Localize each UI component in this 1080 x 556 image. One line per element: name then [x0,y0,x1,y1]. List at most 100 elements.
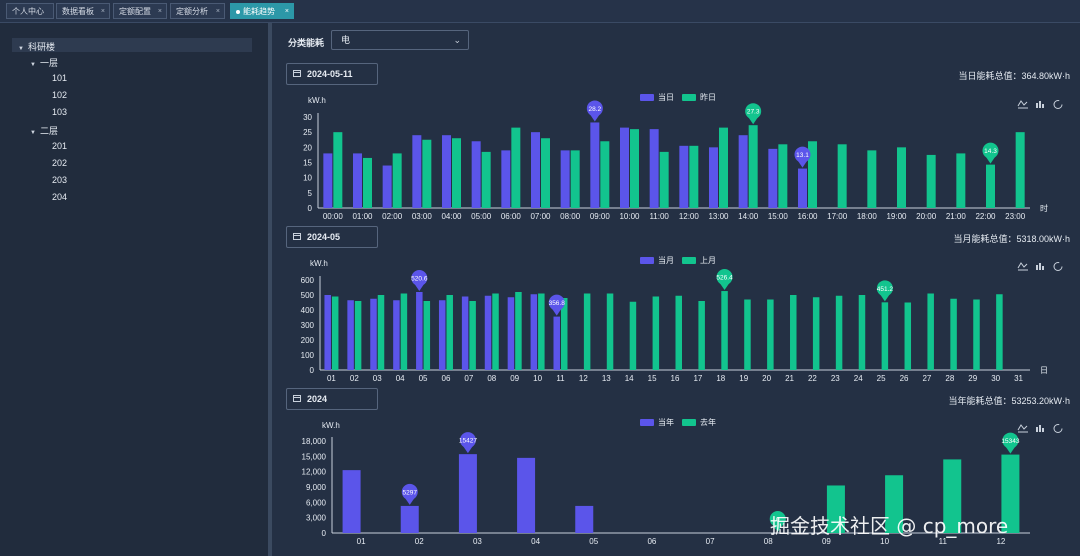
bar-current [400,505,419,533]
x-tick-label: 07 [464,374,473,383]
x-tick-label: 03:00 [412,212,433,221]
tree-node-building[interactable]: ▼ 科研楼 [18,40,55,53]
x-tick-label: 04 [396,374,405,383]
legend-label: 当年 [658,417,674,427]
marker-pin [548,294,565,311]
x-tick-label: 20:00 [916,212,937,221]
tab-bar: 个人中心 数据看板 × 定额配置 × 定额分析 × 能耗趋势 × [0,0,1080,23]
close-icon[interactable]: × [100,8,105,15]
close-icon[interactable]: × [215,8,220,15]
bar-previous [881,302,889,370]
bar-previous [698,301,705,370]
marker-label: 13.1 [796,152,809,159]
caret-down-icon[interactable]: ▼ [30,62,36,68]
x-tick-label: 16:00 [797,212,818,221]
bar-current [412,135,422,208]
caret-down-icon[interactable]: ▼ [30,130,36,136]
marker-pin [794,146,811,163]
date-picker-year[interactable]: 2024 [286,388,378,410]
x-tick-label: 05 [589,537,598,546]
splitter-handle[interactable] [268,23,272,556]
marker-label: 28.2 [589,106,602,113]
tree-root-highlight[interactable] [12,38,252,52]
x-tick-label: 21 [785,374,794,383]
close-icon[interactable]: × [284,8,289,15]
x-tick-label: 12 [996,537,1005,546]
bar-current [738,135,748,208]
bar-current [649,129,659,208]
bar-previous [492,293,499,370]
bar-previous [630,129,639,208]
bar-chart-icon-bar [1042,266,1044,270]
x-tick-label: 26 [900,374,909,383]
bar-previous [570,150,580,208]
bar-chart-icon-bar [1042,428,1044,432]
monthly-total: 当月能耗总值：5318.00kW·h [953,234,1070,244]
bar-previous [927,293,934,370]
legend-swatch [682,257,696,264]
x-tick-label: 10:00 [619,212,640,221]
bar-previous [446,295,453,370]
calendar-icon [293,395,301,402]
y-tick-label: 15 [303,159,312,168]
bar-previous [1015,132,1025,208]
x-tick-label: 06:00 [501,212,522,221]
x-tick-label: 10 [533,374,542,383]
bar-current [590,122,600,208]
tab-label: 定额分析 [176,7,208,16]
tab-label: 能耗趋势 [243,7,275,16]
tree-node-label: 科研楼 [27,42,55,52]
tab-quota-analysis[interactable]: 定额分析 × [170,3,225,19]
tree-node-room[interactable]: 201 [52,141,68,151]
date-picker-day[interactable]: 2024-05-11 [286,63,378,85]
y-tick-label: 10 [303,174,312,183]
category-select[interactable]: 电 ⌄ [331,30,469,50]
y-tick-label: 3,000 [306,514,327,523]
tab-energy-trend[interactable]: 能耗趋势 × [230,3,294,19]
bar-current [517,457,536,533]
x-tick-label: 10 [880,537,889,546]
marker-pin [745,103,762,120]
tree-node-room[interactable]: 102 [52,90,68,100]
bar-previous [837,144,847,208]
bar-current [458,454,477,533]
tree-node-floor-2[interactable]: ▼ 二层 [30,124,58,137]
tab-personal-center[interactable]: 个人中心 [6,3,54,19]
date-picker-month[interactable]: 2024-05 [286,226,378,248]
bar-previous [767,299,774,370]
bar-chart-icon-bar [1042,104,1044,108]
x-tick-label: 06 [647,537,656,546]
active-dot-icon [236,9,240,14]
tree-node-floor-1[interactable]: ▼ 一层 [30,56,58,69]
y-axis-unit: kW.h [310,259,328,268]
tree-node-room[interactable]: 101 [52,73,68,83]
yearly-energy-chart: kW.h 0 3,000 6,000 9,000 12,000 15,000 18,000 当年… [302,417,1063,546]
x-tick-label: 06 [442,374,451,383]
close-icon[interactable]: × [157,8,162,15]
tree-node-room[interactable]: 203 [52,175,68,185]
marker-pin [982,142,999,159]
y-tick-label: 200 [301,336,315,345]
x-tick-label: 18:00 [857,212,878,221]
bar-previous [392,153,402,208]
caret-down-icon[interactable]: ▼ [18,46,24,52]
x-tick-label: 03 [473,537,482,546]
x-tick-label: 07:00 [530,212,551,221]
marker-label: 5297 [403,489,418,496]
tree-node-room[interactable]: 202 [52,158,68,168]
x-tick-label: 07 [706,537,715,546]
bar-previous [377,295,385,370]
x-tick-label: 04:00 [441,212,462,221]
line-chart-icon [1017,262,1028,269]
tree-node-room[interactable]: 103 [52,107,68,117]
refresh-icon [1053,100,1063,109]
x-tick-label: 03 [373,374,382,383]
y-tick-label: 20 [303,143,312,152]
tab-data-dashboard[interactable]: 数据看板 × [56,3,110,19]
bar-chart-icon [1036,103,1038,108]
tab-quota-config[interactable]: 定额配置 × [113,3,167,19]
y-tick-label: 25 [303,128,312,137]
tree-node-room[interactable]: 204 [52,192,68,202]
line-chart-icon [1017,424,1028,431]
x-tick-label: 29 [968,374,977,383]
